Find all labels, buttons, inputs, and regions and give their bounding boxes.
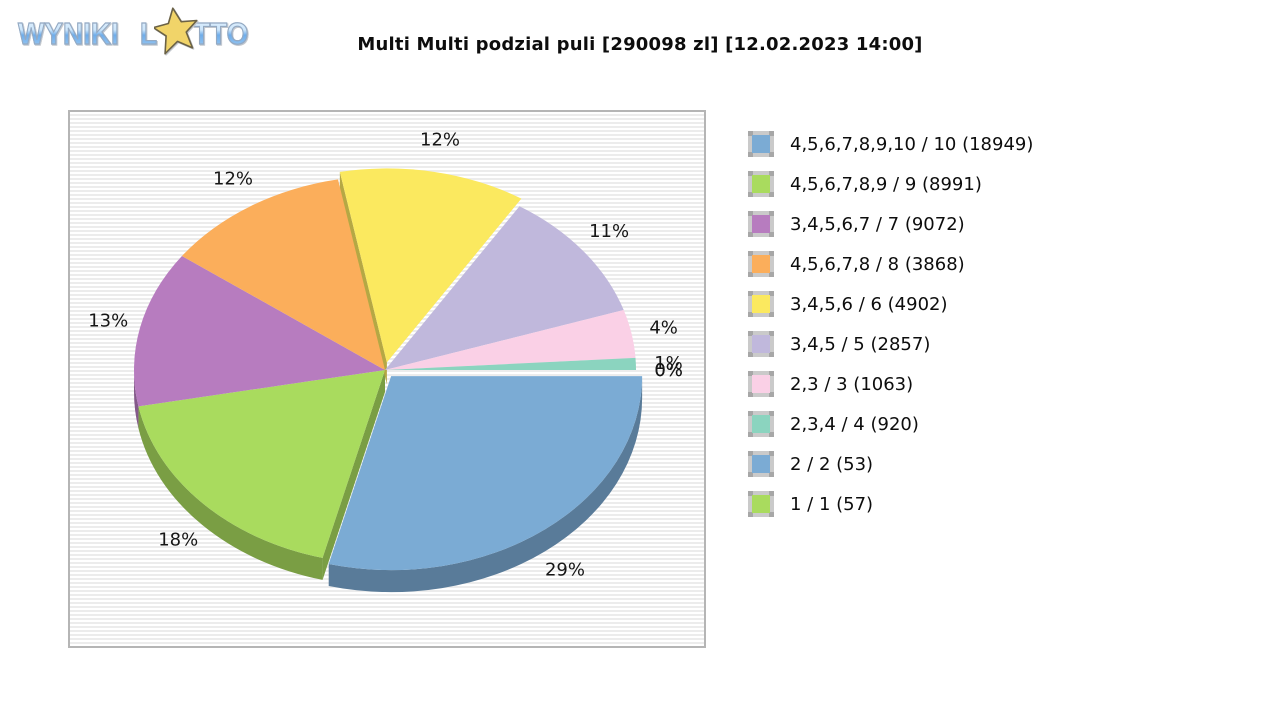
pie-slice-rim: [138, 406, 323, 580]
legend-color-swatch: [748, 211, 774, 237]
legend-label: 4,5,6,7,8 / 8 (3868): [790, 253, 965, 275]
pie-percent-label: 11%: [589, 221, 629, 242]
legend-item: 4,5,6,7,8 / 8 (3868): [748, 244, 1033, 284]
legend-label: 3,4,5,6,7 / 7 (9072): [790, 213, 965, 235]
legend-item: 2 / 2 (53): [748, 444, 1033, 484]
pie-slice-rim: [134, 370, 139, 429]
legend-label: 2 / 2 (53): [790, 453, 874, 475]
pie-slice-side-wall: [322, 370, 385, 580]
legend-item: 4,5,6,7,8,9 / 9 (8991): [748, 164, 1033, 204]
pie-percent-label: 4%: [649, 317, 678, 338]
legend-item: 2,3 / 3 (1063): [748, 364, 1033, 404]
pie-slice: [385, 357, 636, 370]
legend-color-swatch: [748, 291, 774, 317]
pie-slice: [385, 206, 624, 370]
legend-color-swatch: [748, 371, 774, 397]
logo-word-tto: TTO: [192, 8, 248, 60]
chart-plot-area: 29% 18% 13% 12% 12% 11% 4% 1% 0% 0%: [68, 110, 706, 648]
chart-legend: 4,5,6,7,8,9,10 / 10 (18949) 4,5,6,7,8,9 /…: [748, 124, 1033, 524]
pie-slice: [134, 255, 385, 407]
wyniki-lotto-logo[interactable]: WYNIKI L TTO: [17, 7, 254, 60]
legend-color-swatch: [748, 251, 774, 277]
legend-item: 1 / 1 (57): [748, 484, 1033, 524]
pie-percent-label: 1%: [654, 353, 683, 374]
legend-color-swatch: [748, 411, 774, 437]
legend-color-swatch: [748, 171, 774, 197]
legend-label: 2,3 / 3 (1063): [790, 373, 914, 395]
legend-color-swatch: [748, 331, 774, 357]
legend-item: 3,4,5,6,7 / 7 (9072): [748, 204, 1033, 244]
legend-item: 4,5,6,7,8,9,10 / 10 (18949): [748, 124, 1033, 164]
legend-label: 2,3,4 / 4 (920): [790, 413, 919, 435]
lotto-star-icon: [153, 7, 198, 55]
logo-letter-l: L: [139, 8, 157, 60]
legend-color-swatch: [748, 491, 774, 517]
pie-percent-label: 13%: [88, 310, 128, 331]
pie-percent-label: 0%: [654, 360, 683, 381]
pie-slice: [181, 179, 385, 370]
legend-label: 4,5,6,7,8,9,10 / 10 (18949): [790, 133, 1034, 155]
legend-item: 3,4,5,6 / 6 (4902): [748, 284, 1033, 324]
pie-slice: [138, 370, 385, 558]
legend-label: 3,4,5 / 5 (2857): [790, 333, 931, 355]
legend-color-swatch: [748, 451, 774, 477]
pie-percent-label: 29%: [545, 559, 585, 580]
pie-slice-rim: [328, 376, 643, 593]
pie-slice: [385, 310, 636, 370]
pie-chart: 29%18%13%12%12%11%4%1%0%0%: [88, 129, 683, 593]
legend-label: 4,5,6,7,8,9 / 9 (8991): [790, 173, 982, 195]
chart-title: Multi Multi podzial puli [290098 zl] [12…: [357, 34, 923, 55]
legend-item: 3,4,5 / 5 (2857): [748, 324, 1033, 364]
legend-label: 3,4,5,6 / 6 (4902): [790, 293, 948, 315]
pie-percent-label: 12%: [213, 168, 253, 189]
legend-label: 1 / 1 (57): [790, 493, 874, 515]
pie-percent-label: 18%: [158, 529, 198, 550]
pie-slice: [339, 168, 522, 363]
legend-item: 2,3,4 / 4 (920): [748, 404, 1033, 444]
pie-percent-label: 0%: [654, 360, 683, 381]
logo-word-wyniki: WYNIKI: [17, 8, 119, 60]
pie-percent-label: 12%: [420, 129, 460, 150]
legend-color-swatch: [748, 131, 774, 157]
pie-slice: [328, 376, 643, 571]
